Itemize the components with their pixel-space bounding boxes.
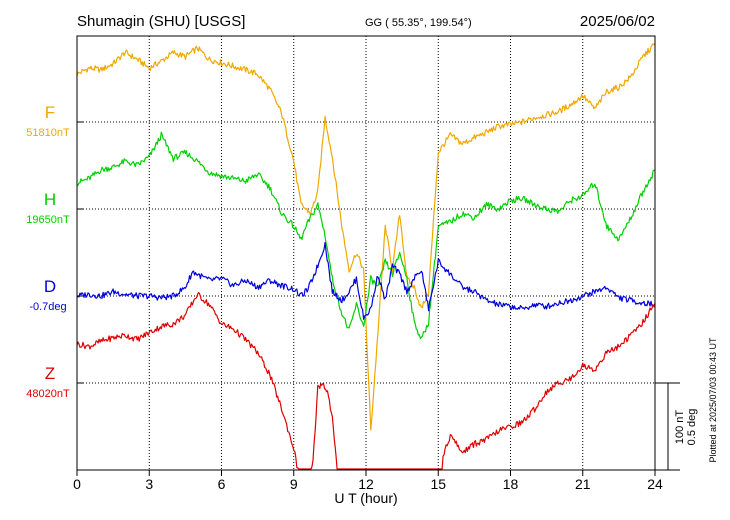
series-line-z (76, 292, 656, 470)
x-tick-label: 24 (647, 476, 663, 492)
series-name-h: H (44, 190, 56, 209)
series-baseline-z: 48020nT (26, 388, 70, 400)
series-labels: F 51810nT H 19650nT D -0.7deg Z 48020nT (26, 103, 70, 400)
x-tick-label: 12 (358, 476, 374, 492)
x-axis: 0 3 6 9 12 15 18 21 24 (73, 121, 663, 492)
series-layer (76, 43, 656, 470)
x-tick-label: 15 (430, 476, 446, 492)
x-tick-label: 3 (145, 476, 153, 492)
scale-bar (655, 382, 680, 471)
scale-label-nt: 100 nT (674, 410, 686, 445)
series-baseline-h: 19650nT (26, 214, 70, 226)
x-tick-label: 9 (290, 476, 298, 492)
series-name-z: Z (45, 364, 55, 383)
x-tick-label: 21 (575, 476, 591, 492)
series-line-h (76, 131, 656, 340)
scale-label-deg: 0.5 deg (686, 409, 698, 446)
series-name-f: F (45, 103, 55, 122)
plot-timestamp: Plotted at 2025/07/03 00:43 UT (708, 337, 718, 463)
x-axis-label: U T (hour) (334, 490, 397, 506)
station-title: Shumagin (SHU) [USGS] (77, 13, 245, 30)
x-tick-label: 18 (503, 476, 519, 492)
series-name-d: D (44, 277, 56, 296)
station-coords: GG ( 55.35°, 199.54°) (365, 17, 472, 29)
x-tick-label: 6 (218, 476, 226, 492)
series-baseline-f: 51810nT (26, 127, 70, 139)
x-tick-label: 0 (73, 476, 81, 492)
series-line-d (76, 241, 656, 320)
grid-lines (77, 36, 655, 470)
date-label: 2025/06/02 (580, 13, 655, 30)
series-baseline-d: -0.7deg (29, 301, 66, 313)
